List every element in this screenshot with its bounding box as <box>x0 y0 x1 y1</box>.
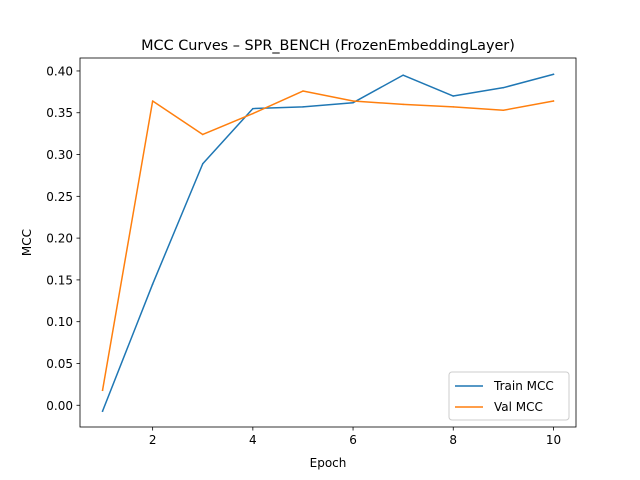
series-layer <box>101 73 555 413</box>
data-point-train-mcc <box>502 86 505 89</box>
y-tick-label: 0.00 <box>46 399 73 413</box>
x-axis-label: Epoch <box>310 456 347 470</box>
data-point-val-mcc <box>101 389 104 391</box>
data-point-train-mcc <box>352 101 354 104</box>
data-point-val-mcc <box>202 133 204 136</box>
y-tick-label: 0.15 <box>46 273 73 287</box>
plot-area-frame <box>79 57 577 428</box>
data-point-train-mcc <box>552 73 555 76</box>
data-point-val-mcc <box>452 106 454 108</box>
data-point-train-mcc <box>101 410 104 412</box>
data-point-val-mcc <box>252 112 254 115</box>
data-point-val-mcc <box>552 100 555 102</box>
x-tick-label: 8 <box>449 433 457 447</box>
y-tick-label: 0.40 <box>46 64 73 78</box>
y-tick-label: 0.10 <box>46 315 73 329</box>
y-tick-label: 0.30 <box>46 148 73 162</box>
data-point-train-mcc <box>202 162 204 165</box>
data-point-train-mcc <box>452 95 454 97</box>
x-tick-label: 2 <box>149 433 157 447</box>
legend-label-val-mcc: Val MCC <box>494 400 543 414</box>
data-point-val-mcc <box>302 90 304 92</box>
y-tick-label: 0.05 <box>46 357 73 371</box>
data-point-val-mcc <box>402 103 404 106</box>
data-point-val-mcc <box>151 100 154 102</box>
y-tick-label: 0.35 <box>46 106 73 120</box>
data-point-train-mcc <box>252 107 254 110</box>
legend: Train MCC Val MCC <box>448 371 570 421</box>
data-point-train-mcc <box>302 106 304 108</box>
series-line-val-mcc <box>101 90 555 392</box>
y-tick-label: 0.20 <box>46 232 73 246</box>
data-point-val-mcc <box>502 109 505 111</box>
chart-title: MCC Curves – SPR_BENCH (FrozenEmbeddingL… <box>141 38 515 54</box>
series-line-train-mcc <box>101 73 555 413</box>
data-point-train-mcc <box>151 283 154 285</box>
x-tick-label: 10 <box>546 433 561 447</box>
data-point-val-mcc <box>352 100 354 102</box>
y-tick-label: 0.25 <box>46 190 73 204</box>
tick-layer: 2 4 6 8 10 0.00 0.05 0.10 0.15 0.20 0.25 0.30 0.35 0.… <box>46 64 561 447</box>
x-tick-label: 6 <box>349 433 357 447</box>
x-tick-label: 4 <box>249 433 257 447</box>
y-axis-label: MCC <box>20 229 34 256</box>
legend-box <box>448 371 570 421</box>
data-point-train-mcc <box>402 74 404 76</box>
legend-label-train-mcc: Train MCC <box>493 379 554 393</box>
